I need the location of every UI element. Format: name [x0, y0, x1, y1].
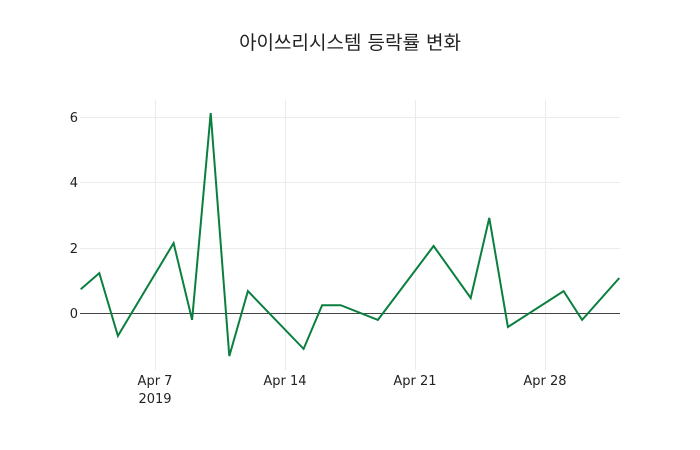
svg-text:2: 2 — [70, 242, 78, 257]
svg-text:Apr 28: Apr 28 — [523, 374, 566, 389]
svg-text:4: 4 — [70, 176, 78, 191]
chart-title: 아이쓰리시스템 등락률 변화 — [239, 32, 461, 54]
svg-text:Apr 7: Apr 7 — [138, 374, 173, 389]
svg-text:Apr 14: Apr 14 — [263, 374, 306, 389]
x-axis-ticks: Apr 7 2019 Apr 14 Apr 21 Apr 28 — [138, 374, 567, 407]
gridlines — [80, 100, 620, 370]
y-axis-ticks: 6 4 2 0 — [70, 111, 78, 322]
svg-text:Apr 21: Apr 21 — [393, 374, 436, 389]
svg-text:6: 6 — [70, 111, 78, 126]
svg-text:0: 0 — [70, 307, 78, 322]
series-line — [80, 113, 621, 357]
svg-text:2019: 2019 — [138, 392, 171, 407]
